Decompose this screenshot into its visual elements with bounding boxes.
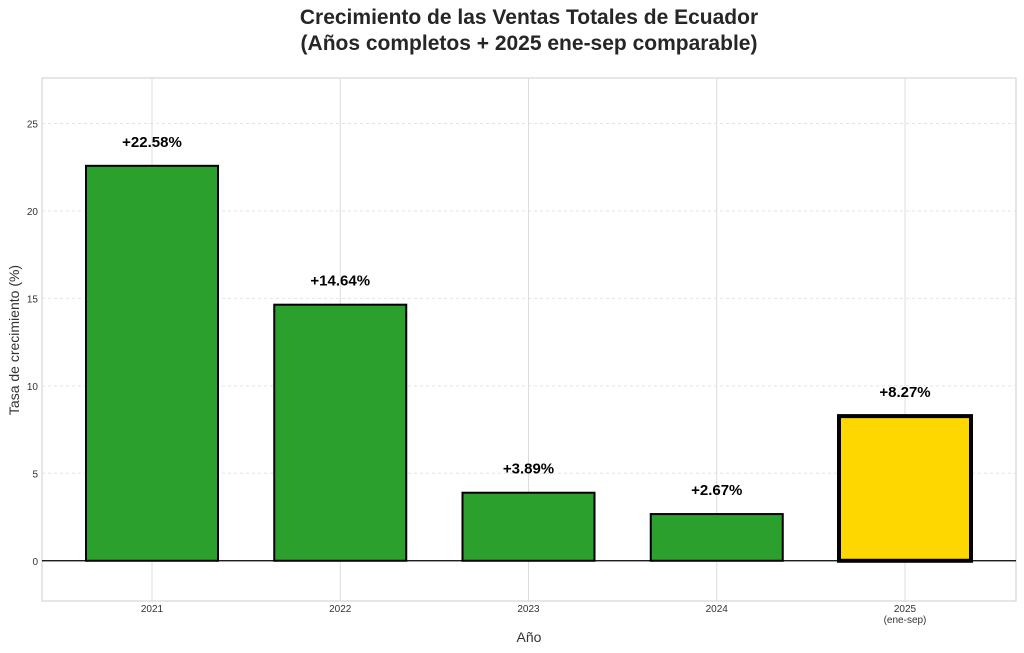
- chart-title-line-1: Crecimiento de las Ventas Totales de Ecu…: [300, 6, 758, 29]
- data-label: +14.64%: [310, 273, 370, 290]
- data-label: +2.67%: [691, 482, 742, 499]
- y-tick-label: 10: [27, 382, 39, 393]
- y-tick-label: 5: [32, 469, 38, 480]
- x-tick-label: 2025: [894, 604, 917, 615]
- x-tick-label: 2023: [517, 604, 540, 615]
- y-axis-label: Tasa de crecimiento (%): [6, 265, 22, 415]
- bar: [837, 414, 973, 563]
- y-tick-label: 0: [32, 557, 38, 568]
- y-tick-label: 15: [27, 294, 39, 305]
- data-label: +3.89%: [503, 461, 554, 478]
- bar: [273, 303, 408, 562]
- x-tick-label: 2021: [141, 604, 164, 615]
- bar: [649, 513, 784, 562]
- x-tick-label: 2022: [329, 604, 352, 615]
- y-tick-label: 20: [27, 207, 39, 218]
- x-axis-label: Año: [517, 629, 542, 645]
- chart-title-line-2: (Años completos + 2025 ene-sep comparabl…: [301, 32, 758, 55]
- bar: [85, 164, 219, 562]
- bar: [461, 491, 596, 562]
- data-label: +8.27%: [879, 384, 930, 401]
- x-tick-label: 2024: [706, 604, 729, 615]
- data-label: +22.58%: [122, 134, 182, 151]
- y-tick-label: 25: [27, 119, 39, 130]
- x-tick-label: (ene-sep): [884, 615, 927, 626]
